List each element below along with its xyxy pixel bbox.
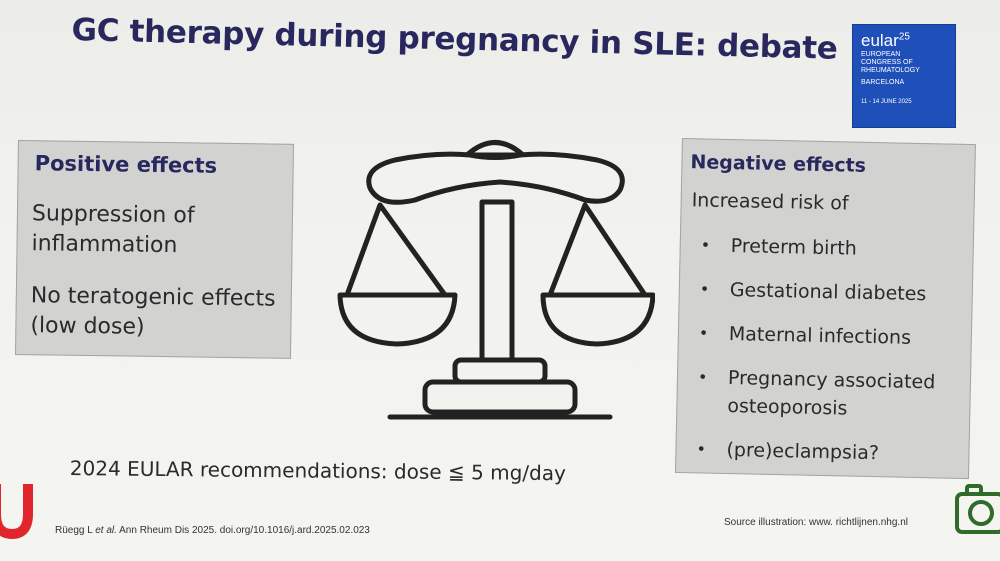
logo-edition: 25 [898, 31, 910, 43]
bullet-icon: • [699, 279, 710, 299]
bullet-text: Maternal infections [728, 323, 912, 349]
logo-line3: RHEUMATOLOGY [861, 67, 920, 74]
bullet-icon: • [697, 367, 708, 387]
citation-authors: Rüegg L [55, 525, 93, 536]
citation-rest: Ann Rheum Dis 2025. doi.org/10.1016/j.ar… [119, 525, 370, 536]
eular-recommendation: 2024 EULAR recommendations: dose ≦ 5 mg/… [69, 456, 567, 486]
list-item: • Maternal infections [691, 319, 967, 353]
negative-effects-box: Negative effects Increased risk of • Pret… [674, 138, 976, 480]
camera-icon[interactable] [953, 480, 1000, 540]
positive-item: Suppression of inflammation [31, 201, 195, 259]
bullet-text: Preterm birth [730, 235, 857, 260]
bullet-icon: • [696, 439, 707, 459]
slide-title: GC therapy during pregnancy in SLE: deba… [71, 12, 838, 67]
positive-item: No teratogenic effects (low dose) [30, 283, 276, 340]
logo-line1: EUROPEAN [861, 51, 901, 58]
citation: Rüegg L et al. Ann Rheum Dis 2025. doi.o… [55, 525, 370, 536]
bullet-icon: • [700, 235, 711, 255]
logo-line2: CONGRESS OF [861, 59, 913, 66]
list-item: • Gestational diabetes [692, 275, 968, 309]
bullet-icon: • [698, 323, 709, 343]
eular-logo: eular25 EUROPEAN CONGRESS OF RHEUMATOLOG… [852, 24, 956, 128]
positive-effects-heading: Positive effects [34, 151, 218, 178]
bullet-text: Gestational diabetes [729, 279, 927, 306]
positive-effects-box: Positive effects Suppression of inflamma… [14, 140, 294, 359]
logo-brand: eular [861, 31, 899, 50]
negative-effects-heading: Negative effects [690, 151, 867, 177]
list-item: • Pregnancy associated osteoporosis [689, 363, 965, 425]
bullet-text: (pre)eclampsia? [726, 439, 880, 465]
balance-scale-icon [337, 140, 655, 420]
umc-logo [0, 484, 33, 540]
list-item: • Preterm birth [692, 231, 968, 265]
citation-etal: et al. [95, 525, 117, 536]
logo-dates: 11 - 14 JUNE 2025 [861, 99, 912, 105]
negative-effects-list: • Preterm birth • Gestational diabetes • Ma… [688, 231, 968, 485]
list-item: • (pre)eclampsia? [688, 435, 964, 469]
illustration-source: Source illustration: www. richtlijnen.nh… [724, 517, 908, 528]
negative-effects-intro: Increased risk of [691, 189, 849, 215]
bullet-text: Pregnancy associated osteoporosis [727, 367, 936, 420]
logo-city: BARCELONA [861, 79, 905, 86]
